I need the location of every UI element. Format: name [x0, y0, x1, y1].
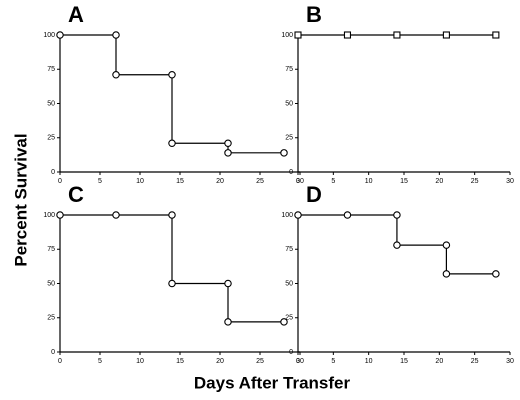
y-tick-label: 75 [285, 66, 293, 73]
y-tick-label: 0 [289, 349, 293, 356]
y-tick-label: 75 [47, 246, 55, 253]
y-tick-label: 25 [285, 315, 293, 322]
x-tick-label: 5 [98, 358, 102, 365]
marker [112, 211, 120, 219]
x-tick-label: 5 [98, 178, 102, 185]
marker [280, 149, 288, 157]
marker [393, 31, 401, 39]
x-tick-label: 25 [471, 358, 479, 365]
x-tick-label: 10 [365, 358, 373, 365]
x-tick-label: 10 [365, 178, 373, 185]
panel-title: B [306, 2, 322, 27]
marker [393, 241, 401, 249]
x-tick-label: 20 [435, 178, 443, 185]
marker [294, 211, 302, 219]
marker [442, 241, 451, 249]
x-tick-label: 20 [435, 358, 443, 365]
survival-line [60, 34, 284, 154]
marker [112, 31, 120, 39]
x-tick-label: 15 [176, 178, 184, 185]
marker [224, 318, 232, 326]
x-tick-label: 30 [296, 358, 304, 365]
marker [168, 211, 176, 219]
x-tick-label: 10 [136, 178, 144, 185]
x-tick-label: 20 [216, 358, 224, 365]
x-tick-label: 25 [471, 178, 479, 185]
y-tick-label: 50 [47, 280, 55, 287]
x-tick-label: 30 [506, 178, 514, 185]
y-axis-label: Percent Survival [11, 133, 30, 266]
x-tick-label: 0 [296, 358, 300, 365]
y-tick-label: 25 [285, 135, 293, 142]
panel-title: A [68, 2, 84, 27]
marker [492, 270, 500, 278]
x-axis-label: Days After Transfer [194, 373, 351, 392]
y-tick-label: 25 [47, 315, 55, 322]
x-tick-label: 15 [176, 358, 184, 365]
marker [492, 31, 500, 39]
y-tick-label: 100 [43, 212, 55, 219]
y-tick-label: 25 [47, 135, 55, 142]
y-tick-label: 100 [43, 32, 55, 39]
marker [224, 149, 232, 157]
y-tick-label: 0 [289, 169, 293, 176]
y-tick-label: 50 [285, 100, 293, 107]
x-tick-label: 15 [400, 358, 408, 365]
marker [224, 279, 232, 288]
marker [280, 318, 288, 326]
marker [442, 270, 451, 278]
x-tick-label: 25 [256, 178, 264, 185]
marker [112, 70, 120, 79]
x-tick-label: 20 [216, 178, 224, 185]
x-tick-label: 5 [331, 178, 335, 185]
marker [224, 139, 232, 147]
y-tick-label: 0 [51, 169, 55, 176]
x-tick-label: 30 [296, 178, 304, 185]
x-tick-label: 10 [136, 358, 144, 365]
marker [168, 139, 176, 147]
y-tick-label: 0 [51, 349, 55, 356]
marker [168, 279, 176, 288]
marker [56, 211, 64, 219]
marker [343, 31, 352, 39]
x-tick-label: 30 [506, 358, 514, 365]
x-tick-label: 15 [400, 178, 408, 185]
x-tick-label: 25 [256, 358, 264, 365]
marker [442, 31, 450, 39]
y-tick-label: 50 [47, 100, 55, 107]
survival-line [60, 214, 284, 323]
y-tick-label: 75 [47, 66, 55, 73]
y-tick-label: 75 [285, 246, 293, 253]
x-tick-label: 0 [58, 178, 62, 185]
x-tick-label: 0 [296, 178, 300, 185]
marker [56, 31, 64, 39]
panel-title: C [68, 182, 84, 207]
marker [343, 211, 352, 219]
x-tick-label: 0 [58, 358, 62, 365]
marker [168, 70, 176, 79]
marker [393, 211, 401, 219]
marker [294, 31, 302, 39]
panel-title: D [306, 182, 322, 207]
y-tick-label: 100 [281, 32, 293, 39]
y-tick-label: 50 [285, 280, 293, 287]
x-tick-label: 5 [331, 358, 335, 365]
y-tick-label: 100 [281, 212, 293, 219]
